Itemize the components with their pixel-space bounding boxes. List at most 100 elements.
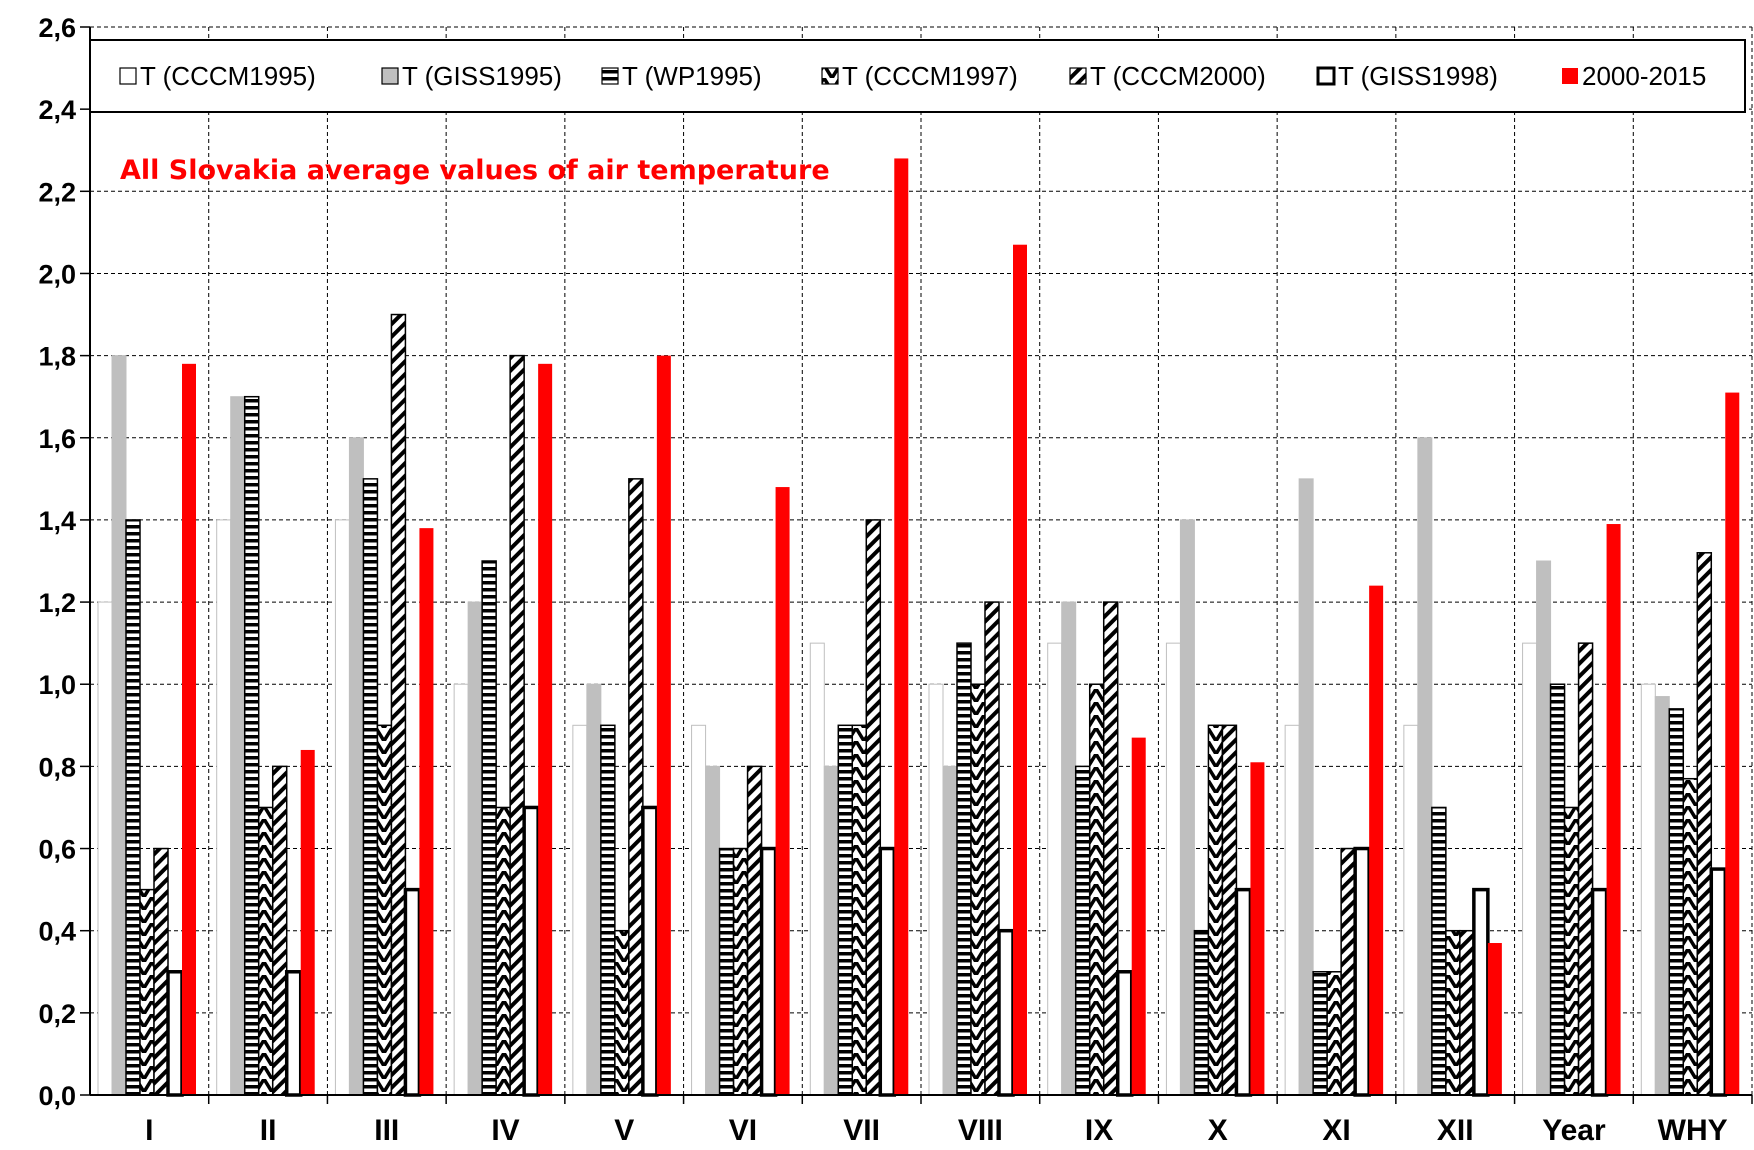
legend-swatch [119,67,137,85]
bar-diag-WHY [1696,552,1713,1096]
legend-swatch [1069,67,1087,85]
bar-diag-IV [509,354,525,1096]
x-tick-label: Year [1542,1114,1606,1145]
bar-gray-I [111,355,127,1096]
y-tick-label: 2,0 [38,259,76,289]
bar-red-VIII [1013,244,1027,1095]
bar-chevron-III [376,724,393,1096]
y-tick-label: 0,6 [38,835,76,865]
bar-white-VII [809,642,825,1096]
legend-label: T (GISS1995) [402,61,562,91]
bar-diag-III [390,313,407,1096]
legend: T (CCCM1995) T (GISS1995) T (WP1995) T (CCC… [89,39,1746,113]
bar-hstripe-X [1193,929,1210,1096]
x-tick-label: IX [1085,1114,1113,1145]
bar-gray-VIII [942,765,958,1096]
bar-chevron-XI [1326,971,1342,1096]
bar-red-VII [894,158,909,1095]
x-tick-label: XI [1322,1114,1350,1145]
bar-gray-VI [705,765,721,1096]
legend-swatch [1316,66,1336,86]
bar-hstripe-VI [718,847,735,1096]
bar-hstripe-IX [1074,765,1091,1096]
x-tick-label: VI [729,1114,757,1145]
bar-red-IX [1131,737,1146,1095]
bar-diag-IX [1102,601,1119,1096]
bar-gray-X [1179,519,1195,1096]
bar-white-XI [1284,724,1300,1096]
legend-swatch [601,67,619,85]
y-tick-label: 0,2 [38,999,76,1029]
y-tick-label: 0,8 [38,752,76,782]
bar-thickoutline-XII [1472,887,1490,1097]
bar-diag-VIII [984,601,1000,1096]
y-tick-label: 1,6 [38,424,76,454]
x-tick-label: I [145,1114,153,1145]
y-tick-label: 2,2 [38,177,76,207]
bar-thickoutline-IV [522,805,540,1097]
bar-chevron-II [257,806,274,1096]
bar-chevron-VIII [970,683,986,1096]
legend-swatch [821,67,839,85]
bar-thickoutline-III [403,887,422,1097]
bar-gray-II [230,396,246,1096]
bar-diag-Year [1577,642,1594,1096]
bar-thickoutline-VI [759,846,778,1097]
bar-hstripe-III [362,478,379,1096]
legend-label: 2000-2015 [1582,61,1706,91]
y-tick-label: 1,4 [38,506,76,536]
bar-red-VI [775,487,790,1095]
bar-chevron-Year [1563,806,1580,1096]
bar-thickoutline-XI [1353,846,1371,1097]
bar-red-IV [538,363,553,1095]
bar-gray-XI [1298,478,1314,1096]
bar-white-IV [453,683,469,1096]
bar-thickoutline-WHY [1709,867,1728,1097]
bar-hstripe-V [600,724,616,1096]
bar-white-V [572,724,588,1096]
bar-white-VI [691,724,707,1096]
bar-red-I [182,363,196,1095]
x-tick-label: VIII [958,1114,1003,1145]
y-tick-label: 2,4 [38,95,76,125]
bar-red-XII [1487,943,1502,1095]
bar-hstripe-II [243,395,260,1096]
bar-thickoutline-V [641,805,659,1097]
legend-label: T (CCCM2000) [1090,61,1266,91]
x-tick-label: WHY [1658,1114,1728,1145]
bar-chevron-WHY [1682,777,1699,1096]
y-tick-label: 2,6 [38,13,76,43]
bar-thickoutline-II [284,970,303,1097]
y-tick-label: 1,2 [38,588,76,618]
bar-red-Year [1606,524,1621,1095]
bar-hstripe-IV [481,560,497,1096]
x-tick-label: V [614,1114,634,1145]
x-tick-label: IV [491,1114,519,1145]
y-tick-label: 0,0 [38,1081,76,1111]
bar-thickoutline-VIII [997,928,1015,1097]
bar-white-XII [1403,724,1419,1096]
bar-white-IX [1047,642,1063,1096]
bar-thickoutline-X [1234,887,1253,1097]
x-tick-label: X [1208,1114,1228,1145]
bar-white-X [1165,642,1181,1096]
bar-gray-VII [823,765,839,1096]
axes-layer: 0,0 0,2 0,4 0,6 0,8 1,0 1,2 1,4 1,6 1,8 2,0 2,2 2,4 2… [38,13,1753,1147]
bar-gray-WHY [1654,696,1670,1096]
chart-annotation: All Slovakia average values of air tempe… [120,155,830,186]
bar-gray-IX [1061,601,1077,1096]
bar-chevron-V [614,929,630,1096]
legend-label: T (CCCM1997) [842,61,1018,91]
bar-chevron-VI [732,847,749,1096]
x-tick-label: II [260,1114,277,1145]
legend-box [89,39,1746,113]
legend-label: T (WP1995) [622,61,762,91]
bar-white-II [216,519,232,1096]
bar-diag-X [1221,724,1238,1096]
x-tick-label: XII [1437,1114,1474,1145]
bar-diag-VII [865,519,882,1096]
legend-swatch [1562,68,1578,84]
bar-red-III [419,528,434,1095]
